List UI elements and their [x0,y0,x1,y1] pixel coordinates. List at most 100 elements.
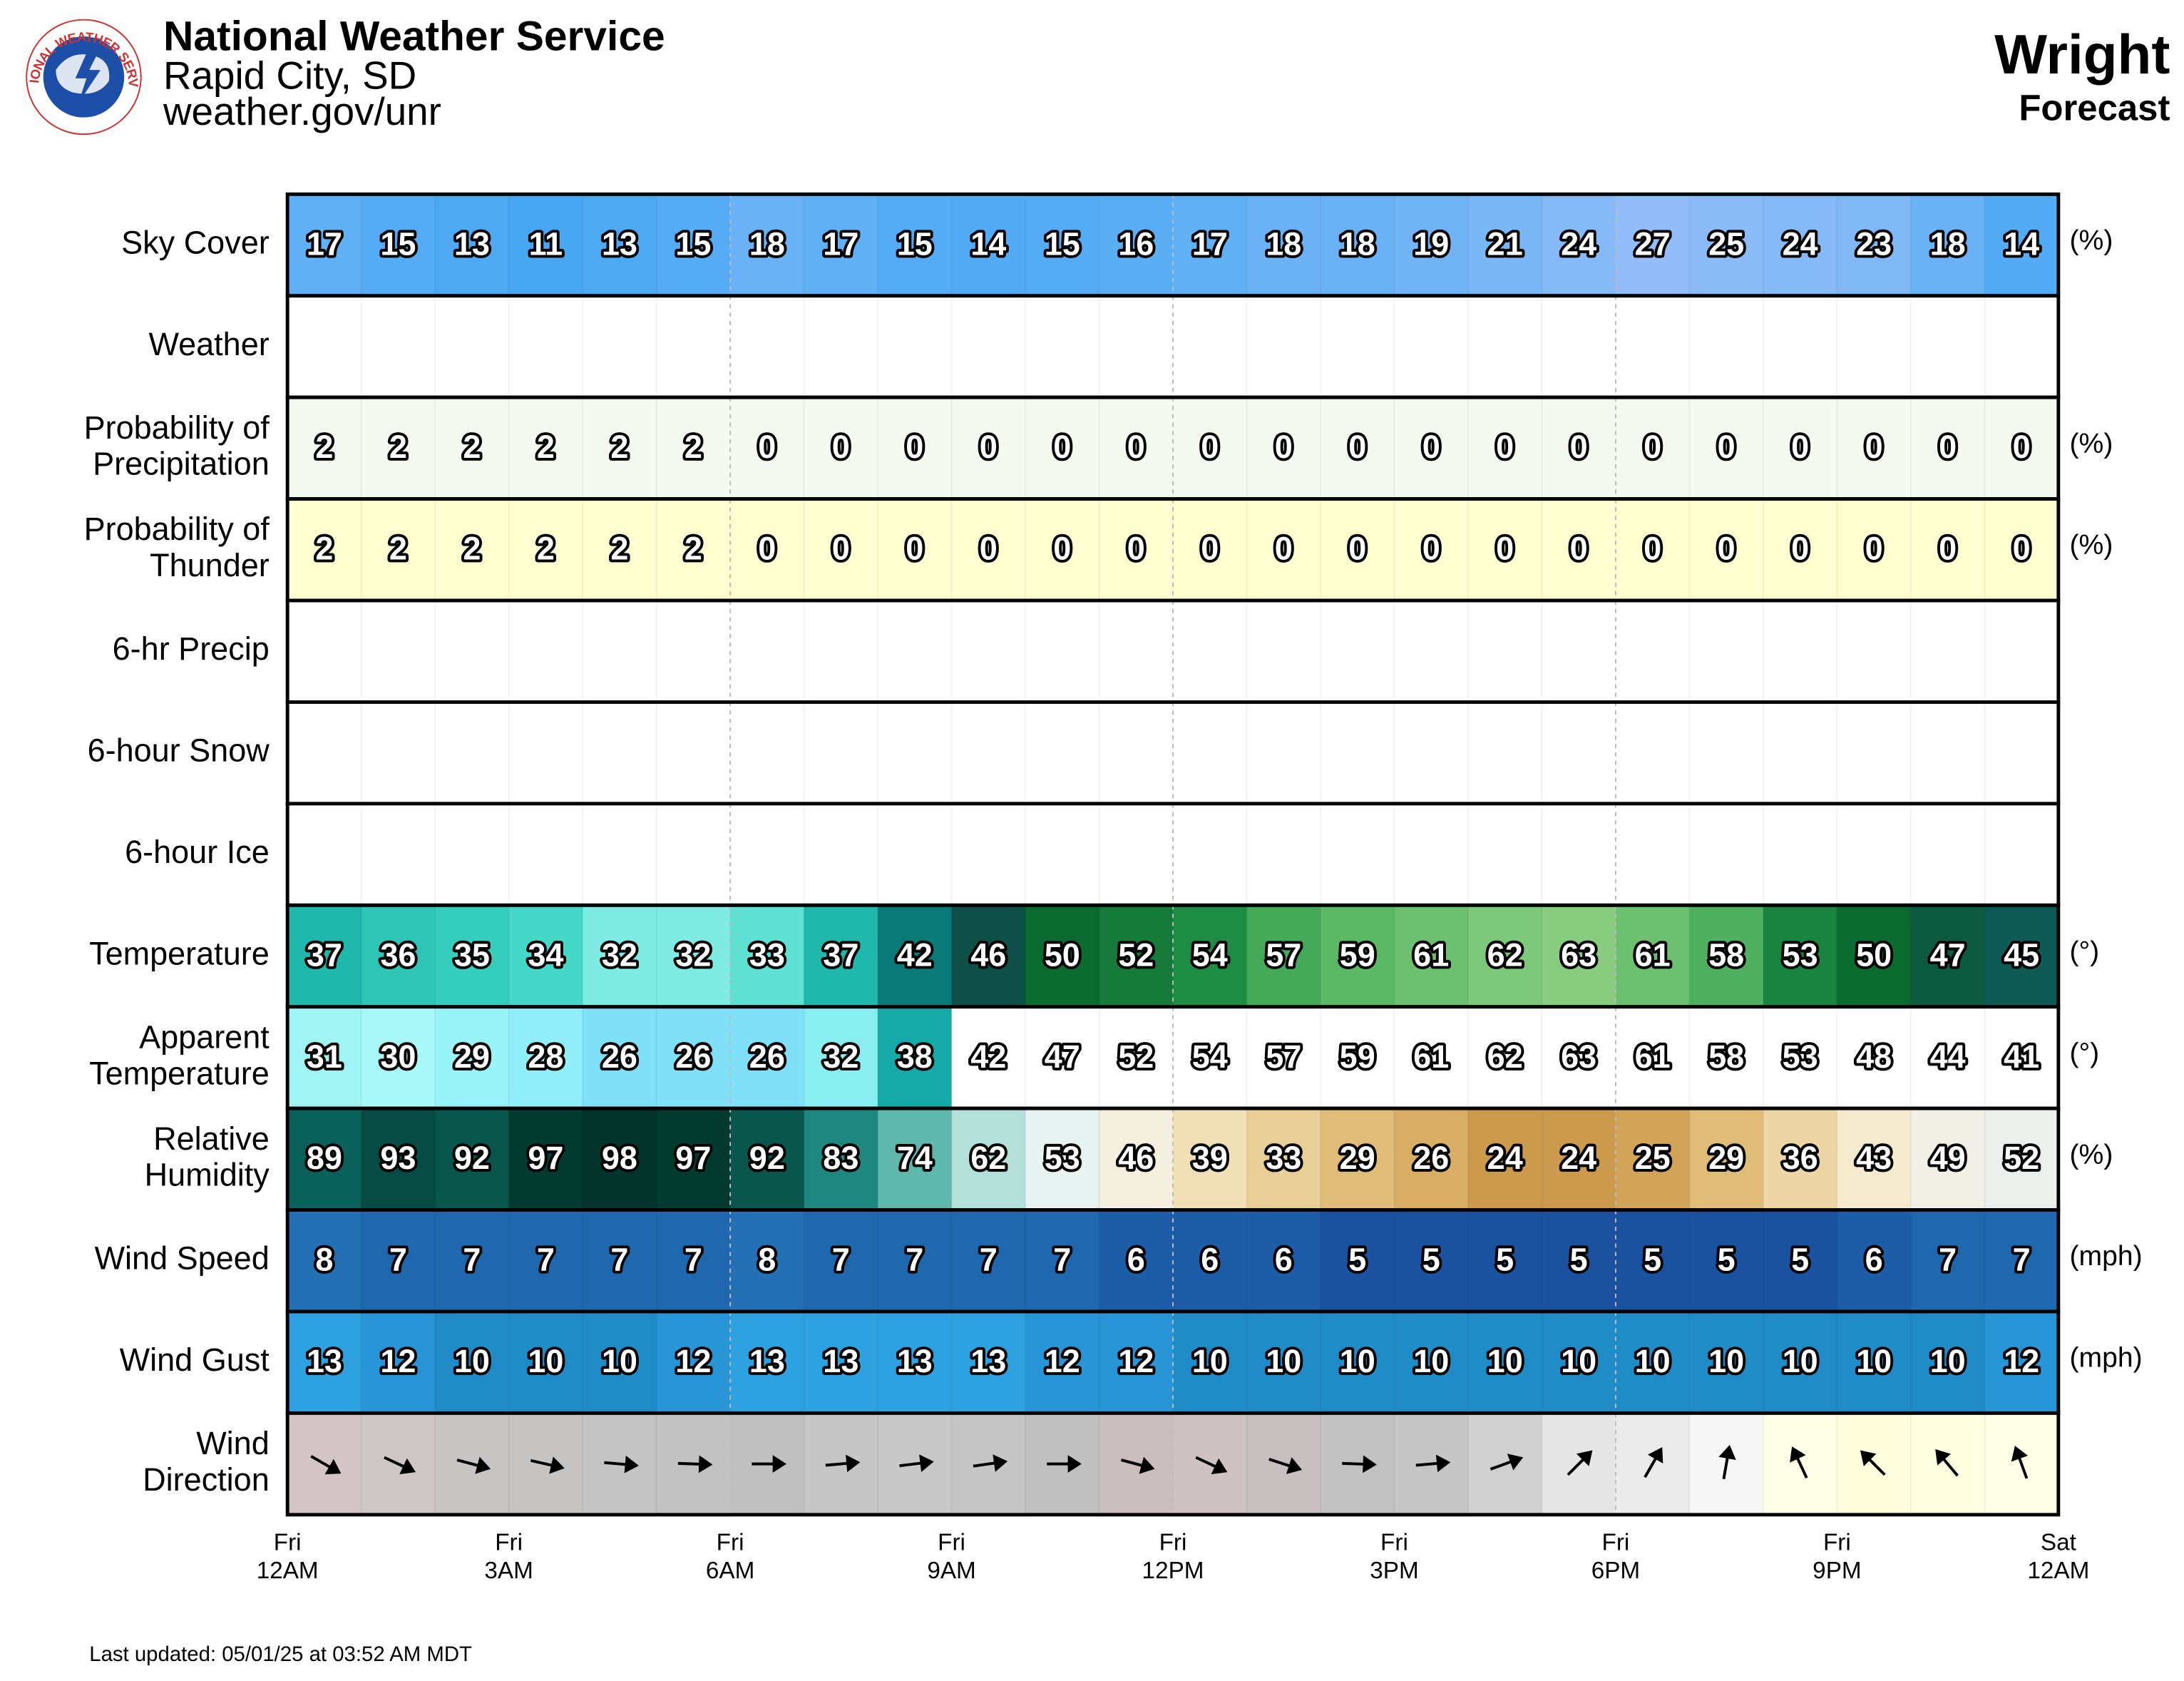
wind-arrow-shape [825,1454,861,1473]
cell-value: 38 [897,1038,933,1075]
logo: NATIONAL WEATHER SERVICE [0,0,142,136]
cell [435,905,510,1007]
cell [1689,397,1764,499]
footer: Last updated: 05/01/25 at 03:52 AM MDT [89,1642,472,1666]
cell [1689,1108,1764,1210]
cell [361,194,436,296]
cell [1910,1311,1986,1414]
cell [1615,194,1691,296]
cell-value: 97 [528,1140,563,1176]
row-label: 6-hour Ice [125,834,270,870]
cell-value: 15 [675,225,711,262]
cell [1763,702,1838,804]
cell-value: 0 [980,429,998,465]
cell [656,702,732,804]
cell [1615,1006,1691,1109]
cell [287,1210,362,1312]
wind-arrow-shape [456,1456,491,1474]
cell [1984,803,2059,906]
x-tick-label: Fri [495,1530,523,1556]
cell [1763,295,1838,398]
cell [508,1311,584,1414]
cell-value: 14 [970,225,1006,262]
cell-value: 33 [749,936,785,973]
cell [878,499,953,601]
cell-value: 42 [970,1038,1006,1075]
cell [435,803,510,906]
cell [583,1006,657,1109]
cell [1320,1210,1395,1312]
cell-value: 12 [2004,1343,2039,1379]
cell-value: 10 [602,1343,637,1379]
cell [1763,905,1838,1007]
row-unit: (°) [2070,1038,2100,1068]
cell-value: 30 [380,1038,416,1075]
cell [1467,1006,1543,1109]
cell-value: 0 [980,531,998,567]
cell [1467,1108,1543,1210]
wind-arrow [1120,1456,1155,1474]
cell-value: 17 [1192,225,1228,262]
cell-value: 10 [1856,1343,1892,1379]
wind-arrow-shape [1567,1450,1593,1476]
cell [583,499,657,601]
cell-value: 10 [1783,1343,1818,1379]
cell [878,1311,953,1414]
cell [1984,1006,2059,1109]
cell-value: 13 [970,1343,1006,1379]
row-unit: (%) [2070,1140,2113,1170]
cell [508,397,584,499]
cell [656,803,732,906]
cell [1467,295,1543,398]
cell [878,702,953,804]
cell-value: 7 [685,1242,702,1278]
cell [583,702,657,804]
cell [1542,1311,1616,1414]
cell-value: 0 [2013,531,2031,567]
x-tick-label: 12AM [257,1558,319,1584]
cell [287,1006,362,1109]
cell [1542,1108,1616,1210]
cell [951,905,1027,1007]
cell [730,905,805,1007]
x-tick-label: Fri [1380,1530,1408,1556]
wind-arrow [1567,1450,1593,1476]
cell-value: 46 [970,936,1006,973]
cell [1099,905,1174,1007]
cell [1615,1311,1691,1414]
cell-value: 62 [1487,1038,1523,1075]
wind-arrow-shape [1342,1455,1377,1473]
cell [1763,1108,1838,1210]
cell-value: 0 [1348,531,1366,567]
cell [730,803,805,906]
x-tick-label: Fri [274,1530,302,1556]
wind-arrow-shape [1790,1446,1808,1478]
cell [1320,1006,1395,1109]
cell [1984,1108,2059,1210]
cell-value: 57 [1266,936,1301,973]
cell [1320,601,1395,702]
cell [1763,499,1838,601]
x-tick-label: 12PM [1142,1558,1204,1584]
cell [1910,295,1986,398]
cell [1542,702,1616,804]
cell [1910,194,1986,296]
cell [583,295,657,398]
cell-value: 53 [1045,1140,1080,1176]
cell [1394,295,1469,398]
cell-value: 29 [454,1038,490,1075]
cell-value: 0 [2013,429,2031,465]
cell-value: 0 [1496,429,1514,465]
row-border [285,1411,2061,1517]
cell [1467,1210,1543,1312]
cell [1910,702,1986,804]
cell [1320,1108,1395,1210]
cell-value: 26 [1413,1140,1449,1176]
cell-value: 0 [1053,429,1071,465]
cell [1099,397,1174,499]
cell [1394,702,1469,804]
cell-value: 37 [307,936,342,973]
cell-value: 43 [1856,1140,1892,1176]
cell [804,1311,879,1414]
cell-value: 7 [1053,1242,1071,1278]
